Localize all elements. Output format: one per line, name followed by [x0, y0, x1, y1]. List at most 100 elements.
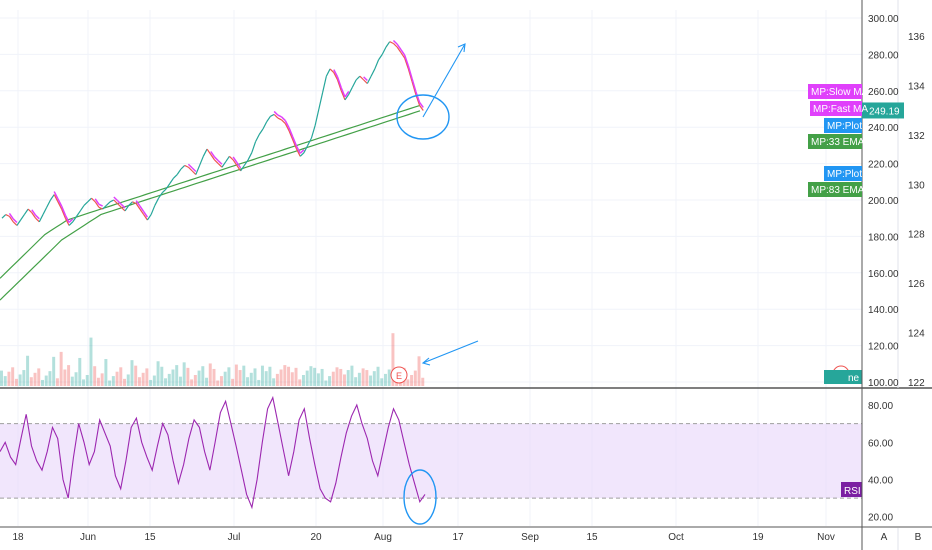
price-segment [8, 216, 14, 223]
volume-bar [216, 380, 220, 386]
fast-ma-segment [213, 156, 219, 162]
fast-ma-segment [273, 110, 279, 116]
volume-bar [324, 380, 328, 386]
price-segment [359, 75, 365, 81]
volume-bar [369, 375, 373, 386]
fast-ma-segment [299, 149, 305, 154]
volume-bars [0, 333, 425, 386]
price-segment [124, 205, 130, 212]
price-segment [295, 148, 301, 157]
volume-bar [342, 374, 346, 386]
price-segment [254, 134, 260, 143]
fast-ma-segment [411, 78, 417, 92]
price-segment [105, 201, 111, 206]
price-segment [299, 152, 305, 157]
time-tick-label: Nov [817, 532, 835, 543]
price-segment [374, 59, 380, 70]
price-tick-label: 280.00 [868, 50, 899, 61]
fast-ma-segment [191, 167, 197, 173]
volume-bar [219, 376, 223, 386]
volume-bar [346, 370, 350, 386]
fast-ma-segment [292, 136, 298, 147]
price-segment [143, 214, 148, 221]
earnings-marker[interactable] [390, 366, 408, 384]
price-segment [87, 197, 92, 203]
volume-bar [253, 368, 257, 386]
price-segment [273, 114, 279, 119]
legend-badge[interactable] [808, 84, 862, 99]
price-segment [139, 208, 145, 215]
legend-badges[interactable]: MP:Slow MA MP:Fast MA MP:Plot MP:33 EMA MP:P… [808, 84, 869, 197]
volume-bar [290, 372, 294, 386]
price-segment [91, 197, 96, 203]
log-scale-button[interactable]: B [915, 532, 922, 543]
price-segment [281, 119, 286, 124]
price-segment [393, 43, 398, 48]
auto-scale-button[interactable]: A [881, 532, 888, 543]
price-segment [404, 57, 409, 70]
volume-bar [234, 364, 238, 386]
volume-bar [380, 378, 384, 386]
volume-bar [391, 333, 395, 386]
fast-ma-segment [143, 211, 149, 218]
volume-bar [246, 377, 250, 386]
fast-ma-segment [400, 49, 406, 56]
price-tick-label: 160.00 [868, 269, 899, 280]
price-segment [292, 139, 298, 150]
rsi-label: RSI [844, 486, 861, 497]
legend-badge[interactable] [824, 166, 862, 181]
price-segment [23, 208, 29, 215]
fast-ma-segment [403, 54, 410, 67]
volume-bar [320, 368, 324, 386]
price-segment [195, 165, 201, 175]
volume-bar [70, 376, 74, 386]
rsi-tick-label: 60.00 [868, 438, 893, 449]
volume-bar [18, 374, 22, 386]
volume-bar [272, 378, 276, 386]
volume-bar [104, 359, 108, 386]
price-segment [378, 54, 383, 61]
price-segment [135, 203, 141, 210]
rsi-panel: 80.00 60.00 40.00 20.00 RSI [0, 395, 893, 525]
last-price-badge [862, 102, 904, 119]
price-segment [225, 155, 230, 163]
time-tick-label: 15 [144, 532, 156, 543]
fast-ma-segment [277, 114, 282, 118]
price-segment [221, 161, 227, 168]
price-segment [180, 164, 186, 170]
volume-bar [421, 377, 425, 386]
price-segment [348, 86, 353, 95]
volume-bar [149, 379, 153, 386]
legend-badge[interactable] [810, 101, 862, 116]
price-segment [400, 52, 406, 59]
volume-bar [279, 369, 283, 386]
fast-ma-segment [139, 205, 145, 212]
volume-bar [52, 356, 56, 386]
volume-arrow-head [421, 357, 431, 366]
price-segment [176, 168, 182, 175]
price-segment [150, 205, 156, 215]
price-segment [351, 79, 357, 88]
legend-badge[interactable] [824, 118, 862, 133]
price-tick-label: 100.00 [868, 378, 899, 389]
volume-bar [305, 370, 309, 386]
price-segment [98, 206, 103, 210]
price-segment [228, 155, 234, 161]
earnings-marker-label: E [396, 371, 402, 381]
volume-bar [93, 366, 97, 386]
price-segment [396, 46, 402, 53]
fast-ma-segment [60, 205, 67, 216]
volume-bar [78, 357, 82, 386]
price-segment [236, 165, 242, 172]
volume-bar [14, 378, 18, 386]
fast-ma-segment [8, 212, 14, 220]
price-segment [210, 154, 215, 161]
price-tick-label: 140.00 [868, 305, 899, 316]
price-segment [83, 201, 89, 206]
volume-bar [48, 371, 52, 386]
price-segment [284, 123, 290, 132]
legend-badge[interactable] [808, 182, 862, 197]
volume-bar [111, 376, 115, 386]
legend-badge[interactable] [808, 134, 862, 149]
legend-badge-label: MP:Plot [827, 121, 862, 132]
